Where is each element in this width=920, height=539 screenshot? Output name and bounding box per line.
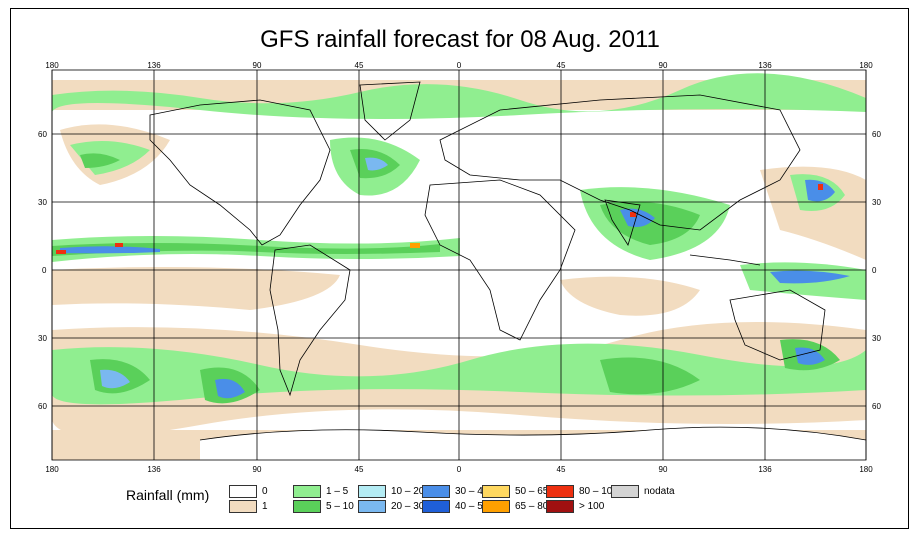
legend-label: nodata bbox=[644, 486, 675, 497]
coastlines bbox=[149, 81, 866, 441]
lon-tick: 136 bbox=[758, 61, 772, 70]
legend-swatch bbox=[546, 500, 574, 513]
legend-swatch bbox=[229, 500, 257, 513]
legend-swatch bbox=[422, 500, 450, 513]
lon-tick: 90 bbox=[253, 465, 262, 474]
legend-label: 1 – 5 bbox=[326, 486, 349, 497]
lon-tick: 136 bbox=[147, 61, 161, 70]
legend-label: 30 – 40 bbox=[455, 486, 489, 497]
legend-label: 80 – 100 bbox=[579, 486, 618, 497]
lon-tick: 180 bbox=[45, 61, 59, 70]
lat-tick: 60 bbox=[38, 402, 47, 411]
lon-tick: 180 bbox=[45, 465, 59, 474]
lon-ticks-top: 180 136 90 45 0 45 90 136 180 bbox=[45, 61, 873, 70]
legend-swatch bbox=[358, 500, 386, 513]
legend-swatch bbox=[422, 485, 450, 498]
legend-swatch bbox=[482, 500, 510, 513]
lon-ticks-bottom: 180 136 90 45 0 45 90 136 180 bbox=[45, 465, 873, 474]
lon-tick: 0 bbox=[457, 465, 462, 474]
figure-frame bbox=[10, 8, 909, 529]
lon-tick: 180 bbox=[859, 61, 873, 70]
lon-tick: 90 bbox=[659, 465, 668, 474]
legend-swatch bbox=[293, 500, 321, 513]
legend-label: 5 – 10 bbox=[326, 501, 354, 512]
lat-ticks-left: 60 30 0 30 60 bbox=[38, 130, 47, 411]
lat-tick: 60 bbox=[38, 130, 47, 139]
legend-swatch bbox=[358, 485, 386, 498]
rainfall-fields bbox=[52, 73, 866, 460]
legend-label: 1 bbox=[262, 501, 268, 512]
lon-tick: 90 bbox=[659, 61, 668, 70]
lon-tick: 45 bbox=[355, 61, 364, 70]
lon-tick: 45 bbox=[557, 465, 566, 474]
legend-label: 10 – 20 bbox=[391, 486, 425, 497]
lat-tick: 30 bbox=[38, 198, 47, 207]
legend-swatch bbox=[482, 485, 510, 498]
legend-label: > 100 bbox=[579, 501, 605, 512]
lon-tick: 90 bbox=[253, 61, 262, 70]
legend-label: 65 – 80 bbox=[515, 501, 549, 512]
legend-label: 40 – 50 bbox=[455, 501, 489, 512]
lon-tick: 136 bbox=[147, 465, 161, 474]
lat-tick: 30 bbox=[872, 334, 881, 343]
legend-label: 0 bbox=[262, 486, 268, 497]
legend-swatch bbox=[611, 485, 639, 498]
lat-tick: 0 bbox=[872, 266, 877, 275]
legend-label: 50 – 65 bbox=[515, 486, 549, 497]
gridlines bbox=[51, 69, 867, 461]
legend-swatch bbox=[229, 485, 257, 498]
lon-tick: 45 bbox=[355, 465, 364, 474]
lon-tick: 45 bbox=[557, 61, 566, 70]
legend-swatch bbox=[293, 485, 321, 498]
lat-tick: 60 bbox=[872, 402, 881, 411]
map-title: GFS rainfall forecast for 08 Aug. 2011 bbox=[260, 26, 660, 53]
legend-swatch bbox=[546, 485, 574, 498]
lat-tick: 30 bbox=[872, 198, 881, 207]
lat-ticks-right: 60 30 0 30 60 bbox=[872, 130, 881, 411]
lon-tick: 180 bbox=[859, 465, 873, 474]
legend-title: Rainfall (mm) bbox=[126, 487, 210, 503]
lat-tick: 30 bbox=[38, 334, 47, 343]
lon-tick: 136 bbox=[758, 465, 772, 474]
lat-tick: 0 bbox=[42, 266, 47, 275]
lat-tick: 60 bbox=[872, 130, 881, 139]
legend-label: 20 – 30 bbox=[391, 501, 425, 512]
lon-tick: 0 bbox=[457, 61, 462, 70]
